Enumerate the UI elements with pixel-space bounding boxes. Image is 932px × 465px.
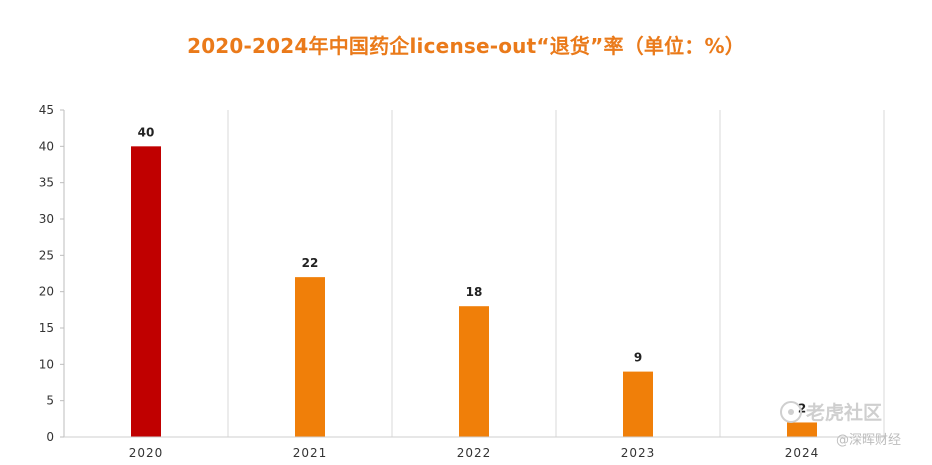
x-tick-label: 2021 — [293, 446, 328, 460]
y-tick-label: 0 — [46, 430, 54, 444]
x-axis: 2020 2021 2022 2023 2024 — [64, 436, 884, 460]
tiger-community-logo-icon — [780, 400, 802, 423]
bar — [623, 371, 653, 437]
data-label: 9 — [634, 351, 642, 365]
y-tick-label: 40 — [39, 139, 54, 153]
y-tick-label: 35 — [39, 176, 54, 190]
x-tick-label: 2022 — [457, 446, 492, 460]
data-label: 2 — [798, 401, 806, 415]
bar — [131, 146, 161, 438]
y-tick-label: 25 — [39, 248, 54, 262]
x-tick-label: 2020 — [129, 446, 164, 460]
watermark-brand: 老虎社区 — [806, 402, 883, 424]
y-tick-label: 30 — [39, 212, 54, 226]
chart-title: 2020-2024年中国药企license-out“退货”率（单位：%） — [187, 34, 745, 58]
data-label: 22 — [302, 256, 319, 270]
data-label: 40 — [138, 125, 155, 139]
watermark: 老虎社区 @深晖财经 — [780, 398, 925, 448]
grid-lines — [63, 110, 885, 437]
y-tick-label: 10 — [39, 357, 54, 371]
bars — [131, 146, 817, 438]
y-tick-label: 20 — [39, 285, 54, 299]
y-tick-label: 15 — [39, 321, 54, 335]
y-tick-label: 45 — [39, 103, 54, 117]
y-axis: 0 5 10 15 20 25 30 35 40 45 — [39, 103, 64, 444]
bar — [295, 277, 325, 437]
x-tick-label: 2024 — [785, 446, 820, 460]
data-labels: 40 22 18 9 2 — [138, 125, 807, 415]
y-tick-label: 5 — [46, 394, 54, 408]
bar — [459, 306, 489, 437]
x-tick-label: 2023 — [621, 446, 656, 460]
bar — [787, 422, 817, 437]
data-label: 18 — [466, 285, 483, 299]
watermark-source: @深晖财经 — [836, 433, 902, 448]
